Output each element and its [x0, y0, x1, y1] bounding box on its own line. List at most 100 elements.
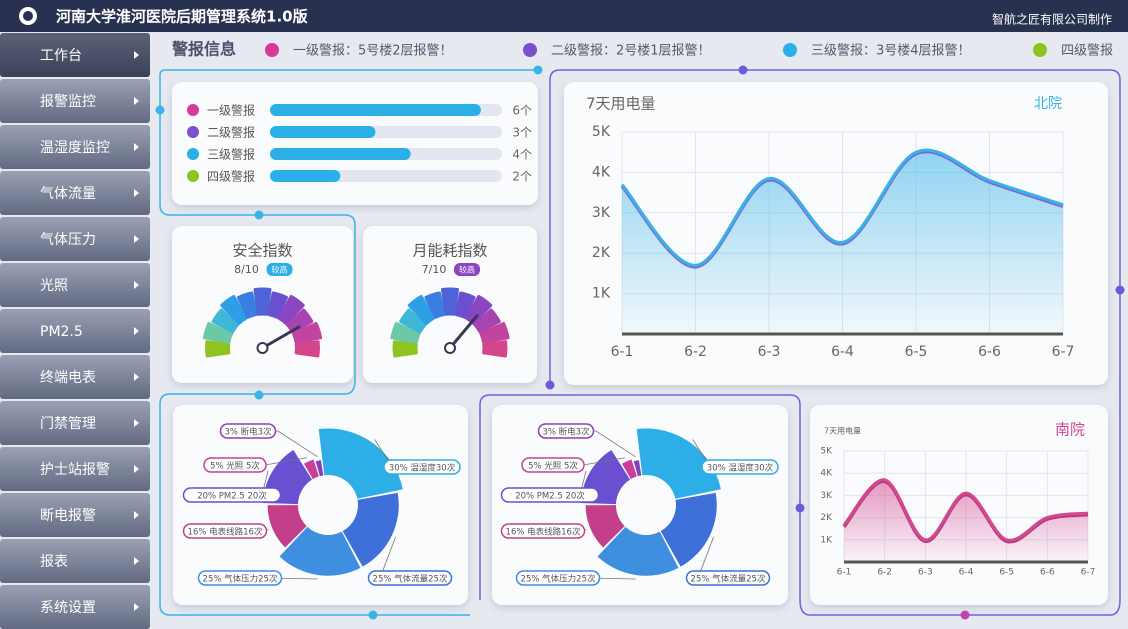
- menu-button[interactable]: [0, 309, 150, 353]
- label-pill: [383, 459, 461, 475]
- menu-label: 气体压力: [40, 232, 96, 248]
- menu-item[interactable]: 终端电表: [0, 355, 150, 399]
- donut-label: 3% 断电3次: [224, 427, 272, 438]
- menu-arrow: [134, 557, 139, 565]
- menu-button[interactable]: [0, 355, 150, 399]
- badge: [266, 263, 293, 276]
- gauge-hub: [444, 342, 456, 354]
- menu-arrow: [134, 327, 139, 335]
- menu-arrow: [134, 189, 139, 197]
- gauge-segment: [390, 321, 421, 344]
- menu-button[interactable]: [0, 171, 150, 215]
- legend-dot: [187, 170, 199, 182]
- menu-label: 护士站报警: [40, 462, 110, 478]
- ticker-text: 一级警报：5号楼2层报警！: [293, 43, 453, 59]
- ticker-dot: [523, 43, 537, 57]
- y-tick-label: 2K: [592, 245, 611, 261]
- gauge-segment: [291, 321, 323, 344]
- menu-item[interactable]: 温湿度监控: [0, 125, 150, 169]
- bar-value-label: 3个: [512, 126, 532, 140]
- gauge-segment: [482, 340, 508, 358]
- menu-button[interactable]: [0, 539, 150, 583]
- menu-button[interactable]: [0, 263, 150, 307]
- badge-label: 较高: [459, 265, 475, 275]
- donut-segment: [315, 460, 324, 477]
- menu-button[interactable]: [0, 79, 150, 123]
- gauge-segment: [473, 308, 501, 334]
- x-tick-label: 6-2: [684, 344, 707, 360]
- x-tick-label: 6-6: [978, 344, 1001, 360]
- menu-label: 门禁管理: [40, 416, 96, 432]
- label-pill: [537, 423, 595, 439]
- bar-label: 一级警报: [207, 103, 255, 118]
- menu-item[interactable]: 断电报警: [0, 493, 150, 537]
- menu-arrow: [134, 97, 139, 105]
- menu-item[interactable]: 气体流量: [0, 171, 150, 215]
- menu-item[interactable]: 护士站报警: [0, 447, 150, 491]
- menu-item[interactable]: 系统设置: [0, 585, 150, 629]
- ticker-dot: [783, 43, 797, 57]
- x-tick-label: 6-5: [999, 568, 1014, 578]
- menu-item[interactable]: 报表: [0, 539, 150, 583]
- menu-button[interactable]: [0, 585, 150, 629]
- x-tick-label: 6-6: [1040, 568, 1055, 578]
- label-pill: [685, 570, 771, 586]
- donut-segment: [597, 526, 679, 576]
- bar: [270, 126, 376, 138]
- bar-value-label: 2个: [512, 170, 532, 184]
- donut-label: 25% 气体压力25次: [521, 574, 596, 585]
- gauge-needle: [448, 314, 479, 350]
- donut-segment: [585, 505, 625, 548]
- gauge-segment: [294, 340, 320, 358]
- gauge-segment: [253, 287, 272, 316]
- menu-arrow: [134, 603, 139, 611]
- menu-item[interactable]: 气体压力: [0, 217, 150, 261]
- badge: [454, 263, 480, 276]
- ticker-text: 二级警报：2号楼1层报警！: [551, 43, 711, 59]
- label-pill: [500, 523, 586, 539]
- menu-label: 工作台: [40, 48, 82, 64]
- area: [622, 150, 1063, 334]
- y-tick-label: 1K: [592, 286, 611, 302]
- donut-segment: [633, 460, 642, 477]
- menu-item[interactable]: 工作台: [0, 33, 150, 77]
- menu-button[interactable]: [0, 125, 150, 169]
- donut-label: 5% 光照 5次: [528, 461, 578, 472]
- menu-button[interactable]: [0, 493, 150, 537]
- donut-segment: [342, 492, 399, 567]
- gauge-segment: [399, 308, 427, 334]
- donut-label: 16% 电表线路16次: [506, 527, 581, 538]
- menu-button[interactable]: [0, 447, 150, 491]
- menu-item[interactable]: 报警监控: [0, 79, 150, 123]
- label-pill: [521, 457, 585, 473]
- menu-button[interactable]: [0, 217, 150, 261]
- donut-segment: [279, 526, 361, 576]
- menu-button[interactable]: [0, 401, 150, 445]
- menu-item[interactable]: 光照: [0, 263, 150, 307]
- gauge-segment: [424, 291, 446, 319]
- chart-title: 7天用电量: [824, 426, 861, 436]
- donut-label: 16% 电表线路16次: [188, 527, 263, 538]
- menu-arrow: [134, 511, 139, 519]
- gauge-segment: [277, 294, 305, 325]
- menu-label: 报警监控: [40, 94, 96, 110]
- gauge-title: 月能耗指数: [412, 242, 487, 260]
- menu-item[interactable]: PM2.5: [0, 309, 150, 353]
- y-tick-label: 3K: [592, 205, 611, 221]
- label-pill: [197, 570, 283, 586]
- donut-label: 20% PM2.5 20次: [515, 491, 585, 502]
- gauge-segment: [267, 291, 289, 319]
- legend-dot: [187, 104, 199, 116]
- bar-value-label: 4个: [512, 148, 532, 162]
- gauge-segment: [202, 321, 234, 344]
- gauge-segment: [211, 308, 240, 334]
- donut-segment: [318, 428, 403, 499]
- gauge-segment: [236, 291, 258, 319]
- gauge-segment: [205, 340, 231, 358]
- gauge-segment: [220, 294, 248, 325]
- menu-label: 温湿度监控: [40, 140, 110, 156]
- header-title: 河南大学淮河医院后期管理系统1.0版: [56, 8, 308, 26]
- menu-item[interactable]: 门禁管理: [0, 401, 150, 445]
- menu-button[interactable]: [0, 33, 150, 77]
